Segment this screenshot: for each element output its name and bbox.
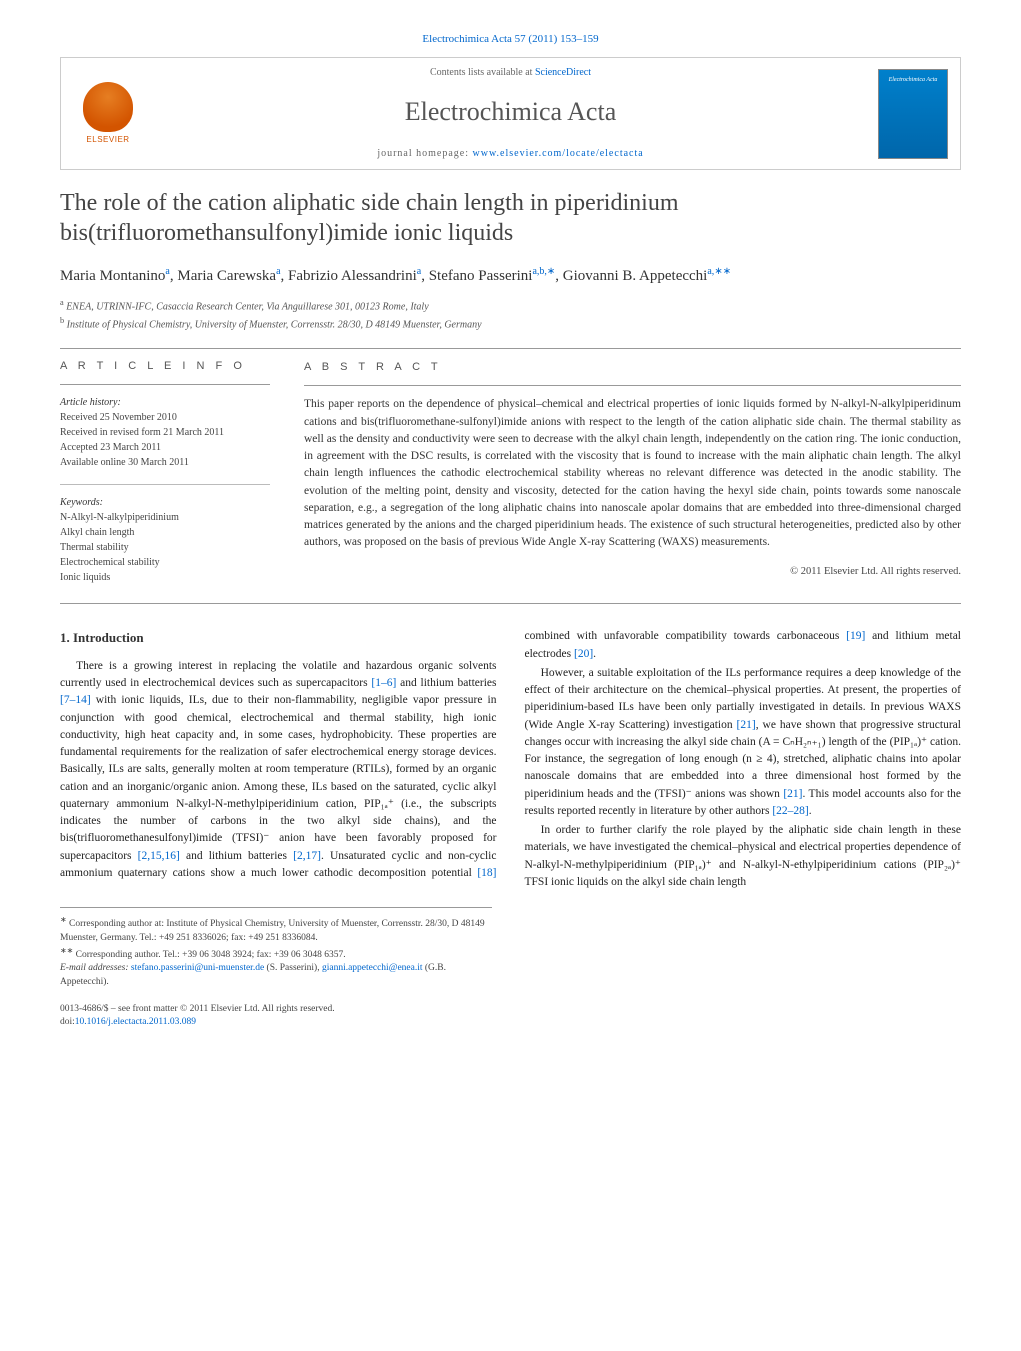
footnote-double-star: ∗∗ Corresponding author. Tel.: +39 06 30…: [60, 945, 492, 962]
corresponding-author-footnotes: ∗ Corresponding author at: Institute of …: [60, 907, 492, 989]
section-heading: 1. Introduction: [60, 628, 497, 648]
email-link[interactable]: gianni.appetecchi@enea.it: [322, 963, 423, 973]
body-text: 1. Introduction There is a growing inter…: [60, 628, 961, 891]
author: Stefano Passerinia,b,∗: [429, 268, 556, 284]
journal-header: ELSEVIER Contents lists available at Sci…: [60, 57, 961, 169]
history-item: Available online 30 March 2011: [60, 455, 270, 470]
abstract-text: This paper reports on the dependence of …: [304, 396, 961, 551]
affiliation-b: b Institute of Physical Chemistry, Unive…: [60, 315, 961, 332]
footnote-emails: E-mail addresses: stefano.passerini@uni-…: [60, 962, 492, 989]
doi-line: doi:10.1016/j.electacta.2011.03.089: [60, 1016, 492, 1029]
email-link[interactable]: stefano.passerini@uni-muenster.de: [131, 963, 264, 973]
keywords-heading: Keywords:: [60, 495, 270, 510]
elsevier-logo: ELSEVIER: [73, 74, 143, 154]
keyword: Thermal stability: [60, 540, 270, 555]
journal-reference: Electrochimica Acta 57 (2011) 153–159: [60, 32, 961, 47]
author: Fabrizio Alessandrinia: [288, 268, 421, 284]
issn-copyright: 0013-4686/$ – see front matter © 2011 El…: [60, 1003, 492, 1016]
sciencedirect-link[interactable]: ScienceDirect: [535, 67, 591, 78]
citation-link[interactable]: [21]: [737, 719, 756, 731]
body-paragraph: However, a suitable exploitation of the …: [525, 665, 962, 820]
keywords-block: Keywords: N-Alkyl-N-alkylpiperidinium Al…: [60, 484, 270, 585]
article-history: Article history: Received 25 November 20…: [60, 395, 270, 470]
citation-link[interactable]: [2,17]: [293, 850, 321, 862]
keyword: Alkyl chain length: [60, 525, 270, 540]
citation-link[interactable]: [1–6]: [371, 677, 396, 689]
citation-link[interactable]: [19]: [846, 630, 865, 642]
citation-link[interactable]: [22–28]: [772, 805, 808, 817]
journal-cover-thumbnail: [878, 69, 948, 159]
keyword: N-Alkyl-N-alkylpiperidinium: [60, 510, 270, 525]
keyword: Ionic liquids: [60, 570, 270, 585]
keyword: Electrochemical stability: [60, 555, 270, 570]
homepage-line: journal homepage: www.elsevier.com/locat…: [143, 147, 878, 161]
author: Maria Carewskaa: [177, 268, 280, 284]
divider: [60, 348, 961, 349]
article-title: The role of the cation aliphatic side ch…: [60, 188, 961, 248]
divider: [304, 385, 961, 386]
article-info-label: A R T I C L E I N F O: [60, 359, 270, 374]
elsevier-logo-text: ELSEVIER: [86, 134, 129, 145]
header-center: Contents lists available at ScienceDirec…: [143, 66, 878, 160]
elsevier-tree-icon: [83, 82, 133, 132]
affiliation-a: a ENEA, UTRINN-IFC, Casaccia Research Ce…: [60, 297, 961, 314]
contents-prefix: Contents lists available at: [430, 67, 535, 78]
history-item: Received in revised form 21 March 2011: [60, 425, 270, 440]
citation-link[interactable]: [21]: [783, 788, 802, 800]
divider: [60, 603, 961, 604]
author: Giovanni B. Appetecchia,∗∗: [563, 268, 731, 284]
abstract-copyright: © 2011 Elsevier Ltd. All rights reserved…: [304, 564, 961, 580]
homepage-link[interactable]: www.elsevier.com/locate/electacta: [473, 148, 644, 159]
history-item: Accepted 23 March 2011: [60, 440, 270, 455]
abstract-column: A B S T R A C T This paper reports on th…: [304, 359, 961, 585]
citation-link[interactable]: [20]: [574, 648, 593, 660]
history-heading: Article history:: [60, 395, 270, 410]
doi-link[interactable]: 10.1016/j.electacta.2011.03.089: [75, 1017, 196, 1027]
history-item: Received 25 November 2010: [60, 410, 270, 425]
author-list: Maria Montaninoa, Maria Carewskaa, Fabri…: [60, 264, 961, 288]
footer: 0013-4686/$ – see front matter © 2011 El…: [60, 1003, 492, 1030]
citation-link[interactable]: [2,15,16]: [138, 850, 180, 862]
author: Maria Montaninoa: [60, 268, 170, 284]
affiliations: a ENEA, UTRINN-IFC, Casaccia Research Ce…: [60, 297, 961, 332]
abstract-label: A B S T R A C T: [304, 359, 961, 376]
article-info-column: A R T I C L E I N F O Article history: R…: [60, 359, 270, 585]
contents-available-line: Contents lists available at ScienceDirec…: [143, 66, 878, 80]
citation-link[interactable]: [7–14]: [60, 694, 91, 706]
body-paragraph: In order to further clarify the role pla…: [525, 822, 962, 891]
homepage-prefix: journal homepage:: [377, 148, 472, 159]
divider: [60, 384, 270, 385]
footnote-star: ∗ Corresponding author at: Institute of …: [60, 914, 492, 945]
journal-name: Electrochimica Acta: [143, 94, 878, 130]
citation-link[interactable]: [18]: [477, 867, 496, 879]
